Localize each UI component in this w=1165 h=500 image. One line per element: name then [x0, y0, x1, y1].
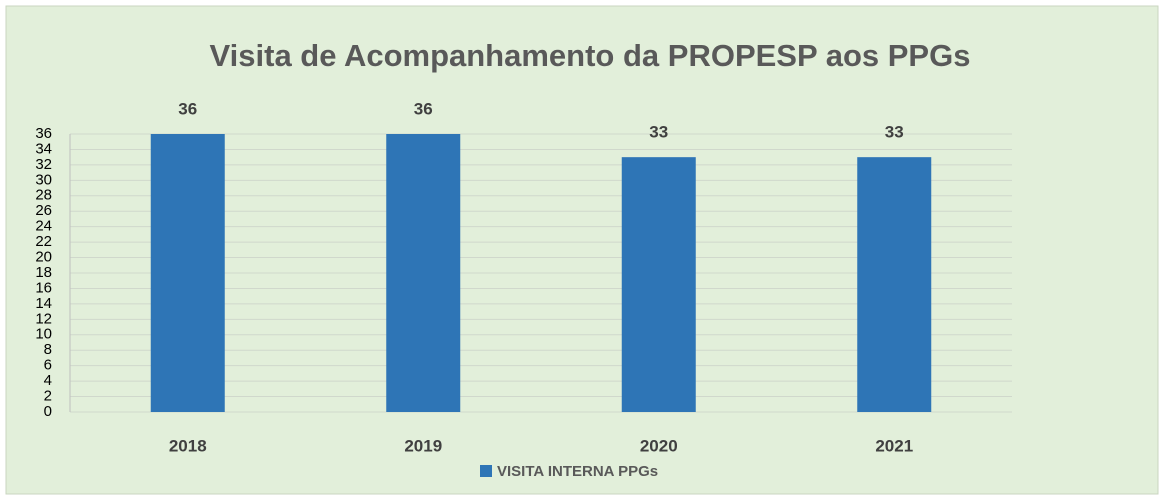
legend-swatch — [480, 465, 492, 477]
y-tick-label: 28 — [35, 187, 52, 204]
data-label: 33 — [885, 123, 904, 142]
y-tick-label: 16 — [35, 279, 52, 296]
y-tick-label: 24 — [35, 218, 52, 235]
y-tick-label: 4 — [44, 372, 52, 389]
y-tick-label: 36 — [35, 125, 52, 142]
x-tick-label: 2019 — [404, 436, 442, 455]
y-tick-label: 30 — [35, 171, 52, 188]
y-tick-label: 34 — [35, 140, 52, 157]
data-label: 36 — [178, 99, 197, 118]
bar — [386, 134, 461, 412]
y-tick-label: 2 — [44, 388, 52, 405]
y-tick-label: 32 — [35, 156, 52, 173]
bar — [857, 157, 932, 412]
bar — [621, 157, 696, 412]
x-tick-label: 2018 — [169, 436, 207, 455]
y-tick-label: 20 — [35, 249, 52, 266]
data-label: 36 — [414, 99, 433, 118]
y-tick-label: 8 — [44, 341, 52, 358]
data-label: 33 — [649, 123, 668, 142]
y-tick-label: 6 — [44, 357, 52, 374]
y-tick-label: 14 — [35, 295, 52, 312]
x-tick-label: 2020 — [640, 436, 678, 455]
y-tick-label: 22 — [35, 233, 52, 250]
y-tick-label: 0 — [44, 403, 52, 420]
chart-title: Visita de Acompanhamento da PROPESP aos … — [210, 38, 971, 73]
legend-label: VISITA INTERNA PPGs — [497, 463, 658, 480]
bar — [150, 134, 225, 412]
x-tick-label: 2021 — [875, 436, 913, 455]
y-tick-label: 12 — [35, 310, 52, 327]
y-tick-label: 10 — [35, 326, 52, 343]
y-tick-label: 26 — [35, 202, 52, 219]
y-tick-label: 18 — [35, 264, 52, 281]
